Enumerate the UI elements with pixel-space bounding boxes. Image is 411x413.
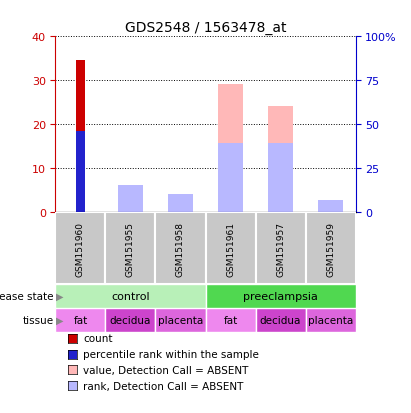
Text: value, Detection Call = ABSENT: value, Detection Call = ABSENT <box>83 365 248 375</box>
Title: GDS2548 / 1563478_at: GDS2548 / 1563478_at <box>125 21 286 35</box>
Bar <box>305 309 356 332</box>
Text: ▶: ▶ <box>56 316 64 325</box>
Bar <box>55 212 106 285</box>
Bar <box>218 144 243 212</box>
Bar <box>206 309 256 332</box>
Text: decidua: decidua <box>110 316 151 325</box>
Bar <box>305 212 356 285</box>
Bar <box>76 132 85 212</box>
Text: ▶: ▶ <box>56 292 64 301</box>
Bar <box>55 285 206 309</box>
Text: decidua: decidua <box>260 316 301 325</box>
Bar <box>268 107 293 212</box>
Bar <box>155 309 206 332</box>
Bar <box>106 309 155 332</box>
Text: GSM151958: GSM151958 <box>176 221 185 276</box>
Text: control: control <box>111 292 150 301</box>
Bar <box>318 201 343 212</box>
Bar <box>155 212 206 285</box>
Bar <box>55 309 106 332</box>
Text: placenta: placenta <box>308 316 353 325</box>
Text: GSM151959: GSM151959 <box>326 221 335 276</box>
Text: GSM151961: GSM151961 <box>226 221 235 276</box>
Text: GSM151955: GSM151955 <box>126 221 135 276</box>
Bar <box>106 212 155 285</box>
Text: disease state: disease state <box>0 292 53 301</box>
Bar <box>268 144 293 212</box>
Bar <box>118 186 143 212</box>
Text: GSM151960: GSM151960 <box>76 221 85 276</box>
Text: count: count <box>83 334 113 344</box>
Bar <box>318 204 343 212</box>
Bar <box>206 212 256 285</box>
Text: tissue: tissue <box>22 316 53 325</box>
Bar <box>118 190 143 212</box>
Bar <box>168 195 193 212</box>
Bar <box>256 212 305 285</box>
Text: rank, Detection Call = ABSENT: rank, Detection Call = ABSENT <box>83 381 243 391</box>
Text: fat: fat <box>73 316 88 325</box>
Text: preeclampsia: preeclampsia <box>243 292 318 301</box>
Text: GSM151957: GSM151957 <box>276 221 285 276</box>
Text: percentile rank within the sample: percentile rank within the sample <box>83 349 259 359</box>
Bar <box>76 61 85 212</box>
Text: fat: fat <box>223 316 238 325</box>
Bar <box>218 84 243 212</box>
Text: placenta: placenta <box>158 316 203 325</box>
Bar <box>168 197 193 212</box>
Bar <box>206 285 356 309</box>
Bar <box>256 309 305 332</box>
